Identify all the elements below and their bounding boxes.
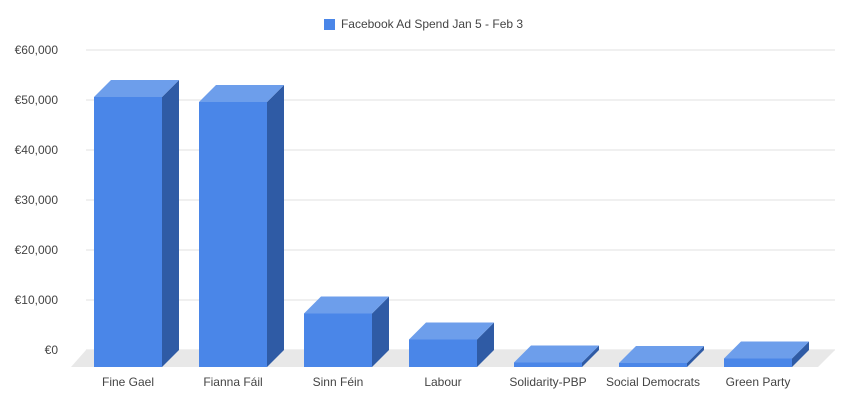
y-axis-ticks: €0 €10,000 €20,000 €30,000 €40,000 €50,000 €60… — [15, 43, 59, 357]
x-tick-label: Social Democrats — [606, 375, 700, 389]
bar-top — [199, 85, 284, 102]
y-tick-label: €20,000 — [15, 243, 59, 257]
bar-side — [372, 296, 389, 367]
legend: Facebook Ad Spend Jan 5 - Feb 3 — [0, 15, 847, 33]
bar-front — [619, 363, 687, 367]
x-tick-label: Sinn Féin — [313, 375, 364, 389]
bar-side — [582, 345, 599, 367]
bar-front — [724, 358, 792, 367]
bar-top — [94, 80, 179, 97]
bar-top — [724, 341, 809, 359]
bar-front — [94, 97, 162, 367]
x-tick-label: Fianna Fáil — [203, 375, 262, 389]
y-tick-label: €30,000 — [15, 193, 59, 207]
y-tick-label: €60,000 — [15, 43, 59, 57]
y-tick-label: €50,000 — [15, 93, 59, 107]
bar-solidarity-pbp — [514, 345, 599, 367]
x-tick-label: Green Party — [726, 375, 791, 389]
bar-top — [514, 345, 599, 363]
y-tick-label: €10,000 — [15, 293, 59, 307]
bar-side — [477, 322, 494, 367]
x-axis-ticks: Fine Gael Fianna Fáil Sinn Féin Labour Solid… — [102, 375, 790, 389]
bar-top — [409, 322, 494, 340]
bar-fianna-f-il — [199, 85, 284, 367]
x-tick-label: Solidarity-PBP — [509, 375, 586, 389]
legend-label: Facebook Ad Spend Jan 5 - Feb 3 — [340, 17, 524, 31]
bar-fine-gael — [94, 80, 179, 367]
bar-side — [267, 85, 284, 367]
x-tick-label: Labour — [424, 375, 461, 389]
bar-side — [687, 346, 704, 367]
bar-green-party — [724, 341, 809, 367]
legend-swatch — [323, 18, 335, 30]
grid-lines — [86, 49, 835, 351]
y-tick-label: €40,000 — [15, 143, 59, 157]
bar-labour — [409, 322, 494, 367]
bar-front — [514, 362, 582, 367]
bar-front — [409, 339, 477, 367]
bar-top — [304, 296, 389, 314]
bars — [94, 80, 809, 367]
bar-sinn-f-in — [304, 296, 389, 367]
bar-front — [304, 313, 372, 367]
bar-side — [792, 341, 809, 367]
x-tick-label: Fine Gael — [102, 375, 154, 389]
bar-front — [199, 102, 267, 367]
bar-top — [619, 346, 704, 363]
bar-side — [162, 80, 179, 367]
bar-social-democrats — [619, 346, 704, 367]
y-tick-label: €0 — [45, 343, 59, 357]
